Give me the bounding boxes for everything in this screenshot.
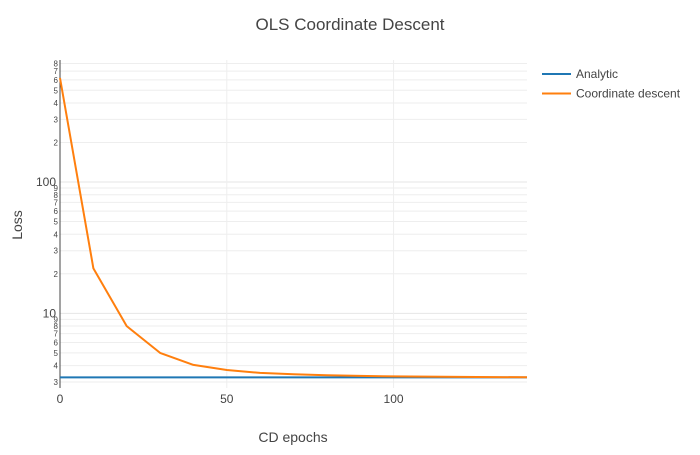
- y-tick-label: 10: [43, 306, 57, 320]
- y-tick-label: 8: [54, 191, 59, 200]
- x-tick-label: 100: [384, 392, 404, 406]
- y-tick-label: 4: [54, 230, 59, 239]
- y-tick-label: 4: [54, 99, 59, 108]
- y-tick-label: 2: [54, 270, 59, 279]
- y-tick-label: 2: [54, 139, 59, 148]
- plot-area: [59, 77, 528, 379]
- x-axis-title: CD epochs: [258, 429, 327, 445]
- y-tick-label: 7: [54, 198, 59, 207]
- y-tick-label: 8: [54, 322, 59, 331]
- legend-label: Coordinate descent: [576, 87, 681, 101]
- y-tick-label: 100: [36, 175, 56, 189]
- legend-item[interactable]: Analytic: [542, 67, 618, 81]
- chart-title: OLS Coordinate Descent: [256, 15, 445, 34]
- y-tick-label: 7: [54, 67, 59, 76]
- legend-item[interactable]: Coordinate descent: [542, 87, 681, 101]
- x-tick-label: 0: [57, 392, 64, 406]
- y-tick-label: 8: [54, 59, 59, 68]
- grid: [60, 60, 527, 388]
- y-tick-label: 7: [54, 330, 59, 339]
- y-tick-label: 5: [54, 86, 59, 95]
- y-tick-label: 5: [54, 349, 59, 358]
- series-line-coordinate-descent: [59, 77, 528, 379]
- y-tick-label: 3: [54, 115, 59, 124]
- y-axis-title: Loss: [9, 210, 25, 240]
- y-tick-label: 9: [54, 184, 59, 193]
- y-tick-label: 6: [54, 338, 59, 347]
- y-tick-label: 3: [54, 247, 59, 256]
- y-tick-label: 9: [54, 315, 59, 324]
- legend-label: Analytic: [576, 67, 618, 81]
- y-tick-label: 6: [54, 207, 59, 216]
- y-tick-label: 4: [54, 362, 59, 371]
- y-tick-label: 5: [54, 218, 59, 227]
- y-tick-label: 3: [54, 378, 59, 387]
- y-tick-label: 6: [54, 76, 59, 85]
- x-tick-label: 50: [220, 392, 234, 406]
- legend[interactable]: Analytic Coordinate descent: [542, 67, 681, 101]
